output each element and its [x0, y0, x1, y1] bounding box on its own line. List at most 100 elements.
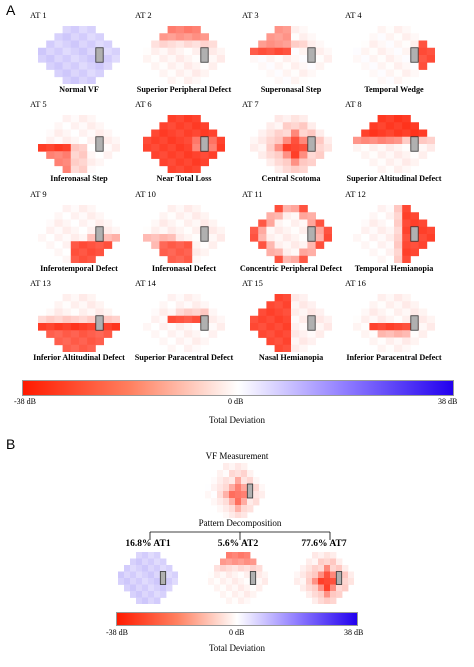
vf-cell: [299, 151, 308, 159]
vf-cell: [229, 505, 236, 513]
atlas-caption: Superior Paracentral Defect: [134, 353, 234, 362]
vf-cell: [307, 69, 316, 78]
vf-cell: [220, 558, 227, 566]
vf-cell: [62, 115, 72, 123]
vf-cell: [377, 47, 387, 56]
vf-cell: [250, 565, 257, 572]
vf-cell: [184, 40, 193, 49]
vf-cell: [142, 597, 149, 604]
atlas-caption: Temporal Wedge: [364, 85, 424, 94]
vf-cell: [62, 62, 72, 70]
vf-cell: [394, 241, 403, 249]
vf-cell: [216, 55, 225, 63]
vf-cell: [291, 234, 300, 242]
vf-cell: [402, 255, 411, 263]
vf-cell: [151, 40, 160, 49]
vf-cell: [315, 219, 325, 228]
vf-cell: [274, 47, 284, 56]
vf-cell: [200, 241, 209, 249]
vf-cell: [192, 330, 201, 338]
vf-cell: [299, 158, 308, 167]
colorbar-b-min: -38 dB: [106, 628, 128, 637]
vf-cell: [175, 122, 185, 130]
vf-cell: [361, 151, 370, 159]
vf-cell: [369, 337, 378, 346]
vf-cell: [369, 62, 378, 70]
vf-cell: [410, 33, 419, 41]
vf-cell: [79, 33, 88, 41]
vf-cell: [315, 151, 325, 159]
vf-cell: [151, 129, 160, 138]
vf-cell: [410, 241, 419, 249]
vf-cell: [377, 294, 387, 302]
vf-cell: [175, 158, 185, 167]
vf-cell: [87, 26, 96, 34]
vf-cell: [159, 136, 168, 145]
atlas-map: [353, 26, 435, 84]
vf-cell: [70, 122, 80, 130]
vf-cell: [394, 226, 403, 235]
vf-cell: [410, 248, 419, 257]
vf-cell: [258, 55, 267, 63]
vf-cell: [87, 308, 96, 317]
vf-cell: [103, 315, 113, 324]
vf-cell: [205, 491, 212, 499]
vf-cell: [241, 491, 248, 499]
vf-cell: [143, 55, 152, 63]
vf-cell: [192, 158, 201, 167]
vf-cell: [175, 248, 185, 257]
vf-cell: [250, 558, 257, 566]
vf-cell: [184, 301, 193, 309]
vf-cell: [143, 315, 152, 324]
vf-cell: [79, 248, 88, 257]
vf-cell: [307, 212, 316, 220]
vf-cell: [184, 344, 193, 352]
vf-cell: [79, 294, 88, 302]
vf-cell: [62, 248, 72, 257]
vf-cell: [172, 578, 178, 585]
vf-cell: [291, 55, 300, 63]
vf-cell: [159, 241, 168, 249]
vf-cell: [369, 330, 378, 338]
vf-cell: [167, 55, 177, 63]
vf-cell: [307, 40, 316, 49]
vf-cell: [385, 301, 395, 309]
vf-cell: [235, 470, 242, 478]
vf-cell: [330, 578, 337, 585]
vf-cell: [87, 165, 96, 173]
vf-cell: [377, 308, 387, 317]
vf-cell: [361, 136, 370, 145]
vf-cell: [299, 136, 308, 145]
vf-cell: [274, 62, 284, 70]
vf-cell: [315, 308, 325, 317]
vf-cell: [70, 69, 80, 78]
vf-cell: [312, 591, 319, 598]
vf-cell: [291, 205, 300, 213]
vf-cell: [394, 151, 403, 159]
vf-cell: [124, 571, 131, 579]
vf-cell: [394, 129, 403, 138]
vf-cell: [323, 226, 332, 235]
vf-cell: [410, 69, 419, 78]
vf-cell: [166, 584, 173, 592]
vf-cell: [307, 308, 316, 317]
vf-cell: [394, 165, 403, 173]
vf-cell: [291, 255, 300, 263]
vf-cell: [402, 205, 411, 213]
vf-cell: [274, 55, 284, 63]
vf-cell: [336, 558, 343, 566]
atlas-map: [143, 26, 225, 84]
vf-cell: [247, 470, 254, 478]
atlas-label: AT 16: [345, 278, 366, 288]
vf-cell: [291, 144, 300, 152]
vf-cell: [62, 55, 72, 63]
vf-cell: [192, 255, 201, 263]
vf-cell: [291, 115, 300, 123]
vf-cell: [229, 512, 236, 519]
vf-cell: [258, 241, 267, 249]
vf-cell: [291, 165, 300, 173]
vf-cell: [385, 241, 395, 249]
vf-cell: [385, 212, 395, 220]
vf-cell: [361, 234, 370, 242]
blind-spot-marker: [307, 47, 316, 63]
